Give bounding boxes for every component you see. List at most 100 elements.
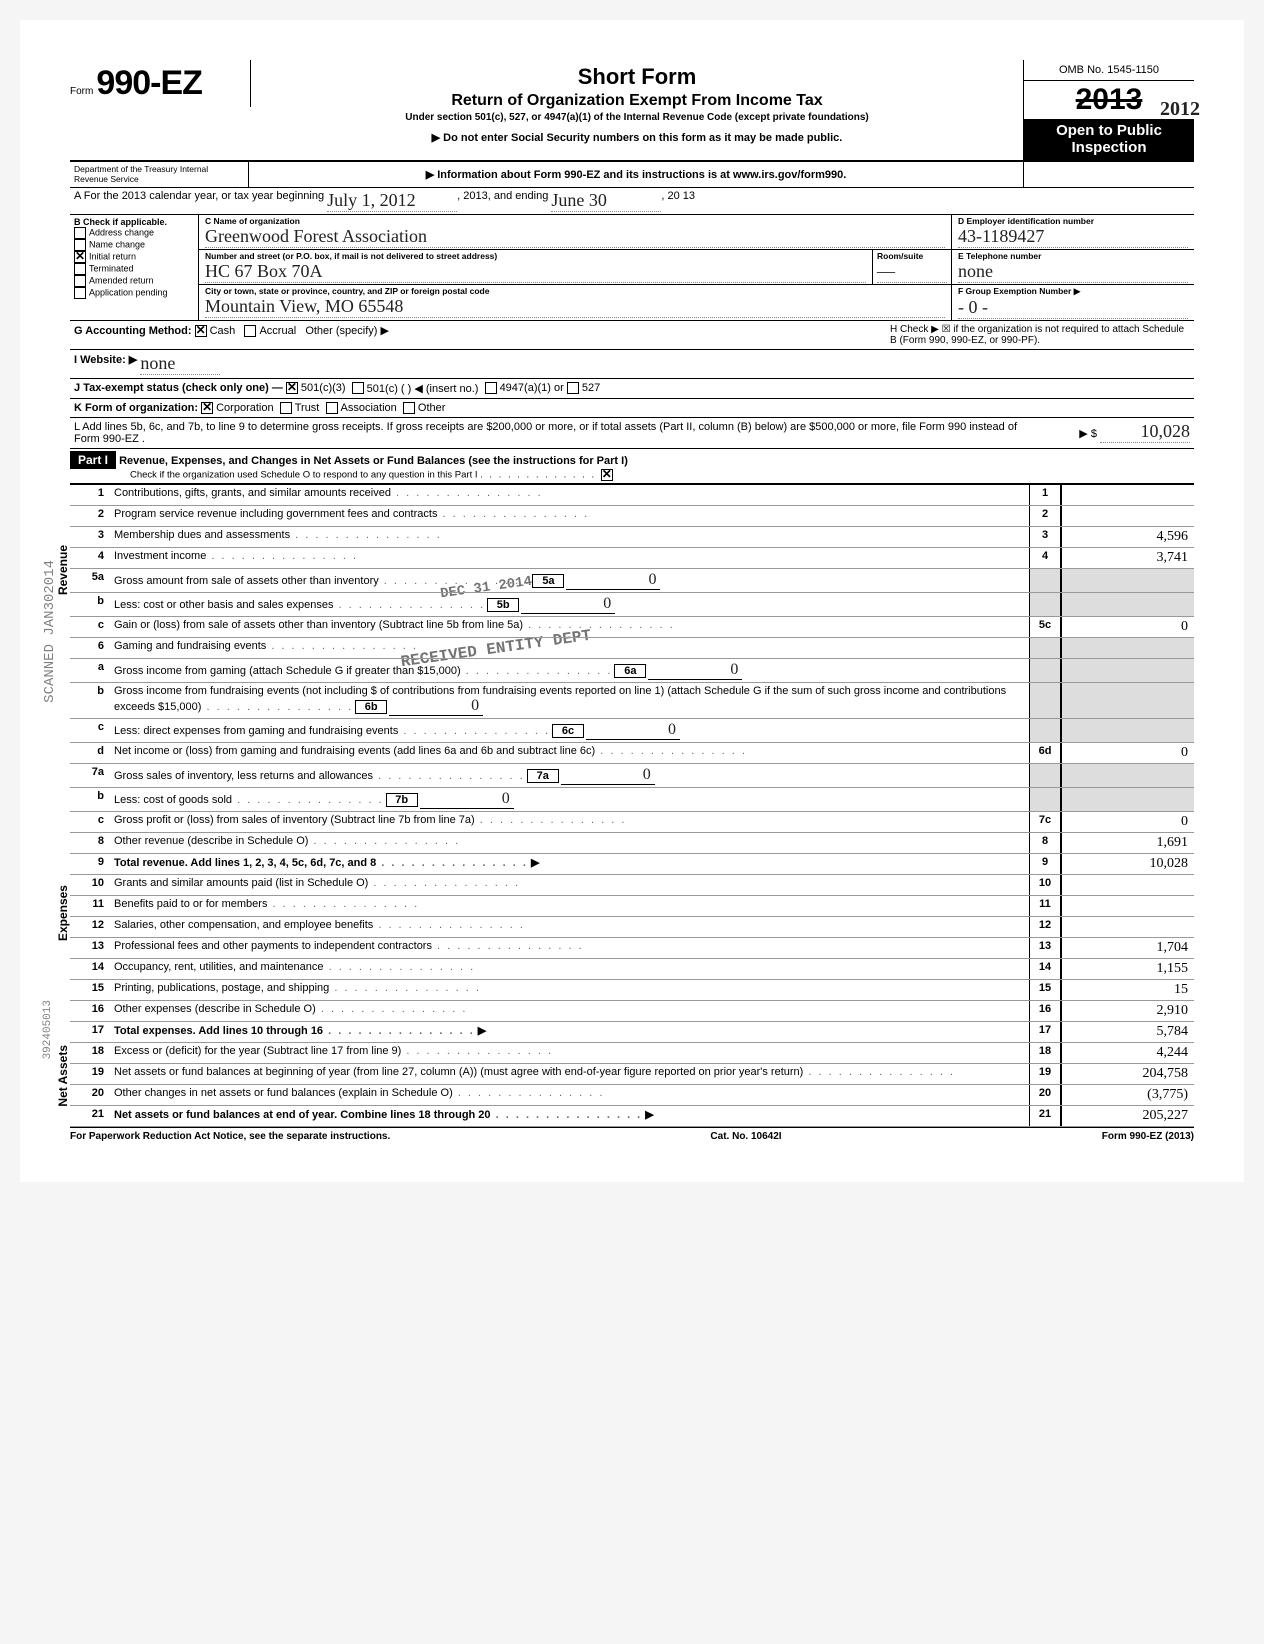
line-a-endyr: , 20 13 xyxy=(661,190,695,212)
col-value[interactable] xyxy=(1061,875,1194,895)
line-text: Contributions, gifts, grants, and simila… xyxy=(110,485,1029,505)
chk-501c[interactable] xyxy=(352,382,364,394)
col-value[interactable]: 4,596 xyxy=(1061,527,1194,547)
phone-value[interactable]: none xyxy=(958,261,1188,283)
col-line-no: 16 xyxy=(1029,1001,1061,1021)
form-page: SCANNED JAN302014 392405013 Form 990-EZ … xyxy=(20,20,1244,1182)
line-text: Net assets or fund balances at beginning… xyxy=(110,1064,1029,1084)
col-value[interactable]: 5,784 xyxy=(1061,1022,1194,1042)
addr-label: Number and street (or P.O. box, if mail … xyxy=(205,251,866,261)
chk-cash[interactable] xyxy=(195,325,207,337)
b-checkbox[interactable] xyxy=(74,263,86,275)
b-item: Initial return xyxy=(74,251,194,263)
inner-line-no: 7b xyxy=(386,793,418,807)
part-i-badge: Part I xyxy=(70,451,116,469)
col-value[interactable]: 2,910 xyxy=(1061,1001,1194,1021)
section-d: D Employer identification number 43-1189… xyxy=(951,215,1194,249)
website-value[interactable]: none xyxy=(140,353,220,375)
b-label: B Check if applicable. xyxy=(74,217,194,227)
city-value[interactable]: Mountain View, MO 65548 xyxy=(205,296,945,318)
col-value xyxy=(1061,659,1194,682)
k-trust: Trust xyxy=(295,402,320,414)
year-printed: 2013 xyxy=(1076,83,1143,116)
chk-trust[interactable] xyxy=(280,402,292,414)
line-text: Gaming and fundraising events xyxy=(110,638,1029,658)
chk-accrual[interactable] xyxy=(244,325,256,337)
line-row: aGross income from gaming (attach Schedu… xyxy=(70,659,1194,683)
col-value[interactable] xyxy=(1061,917,1194,937)
org-name[interactable]: Greenwood Forest Association xyxy=(205,226,945,248)
inner-line-no: 5a xyxy=(532,574,564,588)
b-item: Amended return xyxy=(74,275,194,287)
line-a-text: A For the 2013 calendar year, or tax yea… xyxy=(74,190,324,212)
line-row: 2Program service revenue including gover… xyxy=(70,506,1194,527)
line-row: 15Printing, publications, postage, and s… xyxy=(70,980,1194,1001)
col-value[interactable]: 0 xyxy=(1061,617,1194,637)
inner-line-value[interactable]: 0 xyxy=(389,697,483,716)
line-number: c xyxy=(70,617,110,637)
k-other: Other xyxy=(418,402,446,414)
col-value[interactable]: 1,704 xyxy=(1061,938,1194,958)
line-row: 14Occupancy, rent, utilities, and mainte… xyxy=(70,959,1194,980)
col-value[interactable]: 15 xyxy=(1061,980,1194,1000)
inner-line-value[interactable]: 0 xyxy=(648,661,742,680)
group-exempt-value[interactable]: - 0 - xyxy=(958,297,1188,319)
col-value[interactable]: 204,758 xyxy=(1061,1064,1194,1084)
col-value[interactable]: 0 xyxy=(1061,812,1194,832)
b-checkbox[interactable] xyxy=(74,287,86,299)
b-checkbox[interactable] xyxy=(74,227,86,239)
line-row: 19Net assets or fund balances at beginni… xyxy=(70,1064,1194,1085)
b-checkbox[interactable] xyxy=(74,275,86,287)
col-line-no: 5c xyxy=(1029,617,1061,637)
line-number: 14 xyxy=(70,959,110,979)
ein-value[interactable]: 43-1189427 xyxy=(958,226,1188,248)
col-value[interactable]: 3,741 xyxy=(1061,548,1194,568)
chk-501c3[interactable] xyxy=(286,382,298,394)
chk-4947[interactable] xyxy=(485,382,497,394)
line-text: Net income or (loss) from gaming and fun… xyxy=(110,743,1029,763)
col-value xyxy=(1061,788,1194,811)
end-date[interactable]: June 30 xyxy=(551,190,661,212)
chk-sched-o[interactable] xyxy=(601,469,613,481)
begin-date[interactable]: July 1, 2012 xyxy=(327,190,457,212)
col-value[interactable] xyxy=(1061,506,1194,526)
col-line-no xyxy=(1029,569,1061,592)
inner-line-value[interactable]: 0 xyxy=(561,766,655,785)
chk-assoc[interactable] xyxy=(326,402,338,414)
line-number: 4 xyxy=(70,548,110,568)
inner-line-value[interactable]: 0 xyxy=(420,790,514,809)
col-value xyxy=(1061,569,1194,592)
b-checkbox[interactable] xyxy=(74,251,86,263)
chk-other[interactable] xyxy=(403,402,415,414)
addr-value[interactable]: HC 67 Box 70A xyxy=(205,261,866,283)
b-item-label: Terminated xyxy=(89,263,134,273)
line-number: a xyxy=(70,659,110,682)
col-value[interactable]: 0 xyxy=(1061,743,1194,763)
line-number: 6 xyxy=(70,638,110,658)
part-i-header: Part I Revenue, Expenses, and Changes in… xyxy=(70,449,1194,484)
inner-line-value[interactable]: 0 xyxy=(586,721,680,740)
col-value[interactable]: 4,244 xyxy=(1061,1043,1194,1063)
line-text: Net assets or fund balances at end of ye… xyxy=(110,1106,1029,1126)
gross-receipts-value[interactable]: 10,028 xyxy=(1100,421,1190,443)
col-value[interactable]: 10,028 xyxy=(1061,854,1194,874)
col-value[interactable]: 1,691 xyxy=(1061,833,1194,853)
inner-line-value[interactable]: 0 xyxy=(521,595,615,614)
col-value[interactable]: (3,775) xyxy=(1061,1085,1194,1105)
col-value[interactable] xyxy=(1061,896,1194,916)
info-note: ▶ Information about Form 990-EZ and its … xyxy=(249,162,1023,187)
inner-line-value[interactable]: 0 xyxy=(566,571,660,590)
chk-527[interactable] xyxy=(567,382,579,394)
col-value[interactable]: 1,155 xyxy=(1061,959,1194,979)
j-c3: 501(c)(3) xyxy=(301,382,346,395)
col-line-no: 12 xyxy=(1029,917,1061,937)
line-row: 16Other expenses (describe in Schedule O… xyxy=(70,1001,1194,1022)
line-a: A For the 2013 calendar year, or tax yea… xyxy=(70,188,1194,215)
form-number: 990-EZ xyxy=(96,64,202,102)
j-c: 501(c) ( ) ◀ (insert no.) xyxy=(367,382,479,395)
b-item-label: Name change xyxy=(89,239,145,249)
room-value[interactable]: — xyxy=(877,261,947,283)
col-value[interactable]: 205,227 xyxy=(1061,1106,1194,1126)
chk-corp[interactable] xyxy=(201,402,213,414)
col-value[interactable] xyxy=(1061,485,1194,505)
